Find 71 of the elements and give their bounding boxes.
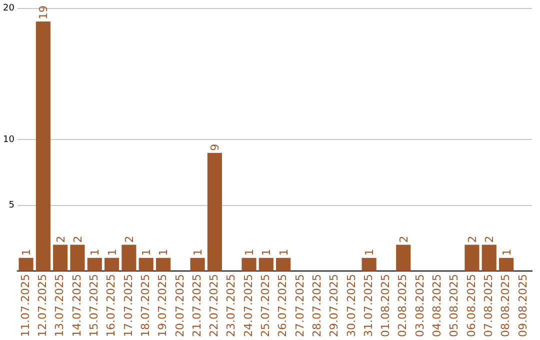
data-label: 2 — [483, 236, 496, 243]
x-tick-label: 17.07.2025 — [122, 274, 135, 338]
data-label: 1 — [88, 248, 102, 256]
x-tick-label: 21.07.2025 — [190, 274, 204, 338]
y-tick-label: 5 — [8, 200, 14, 211]
data-label: 1 — [277, 248, 290, 256]
x-tick-label: 18.07.2025 — [138, 274, 152, 338]
x-tick-label: 16.07.2025 — [104, 274, 118, 338]
x-tick-label: 22.07.2025 — [208, 274, 221, 338]
bar — [104, 258, 120, 272]
data-label: 19 — [37, 6, 50, 20]
x-tick-label: 08.08.2025 — [499, 274, 512, 338]
bar — [242, 258, 256, 272]
x-tick-label: 07.08.2025 — [482, 274, 495, 338]
bar — [207, 152, 222, 272]
y-tick-label: 10 — [3, 135, 15, 146]
bar — [18, 258, 34, 272]
bar — [362, 258, 376, 272]
x-tick-label: 11.07.2025 — [18, 274, 32, 338]
bar — [156, 258, 171, 272]
data-label: 1 — [106, 248, 119, 256]
x-tick-label: 24.07.2025 — [242, 274, 255, 338]
bar — [70, 244, 85, 272]
bar — [87, 258, 102, 272]
bar — [122, 244, 136, 272]
bar — [258, 258, 274, 272]
x-tick-label: 12.07.2025 — [36, 274, 50, 338]
x-tick-label: 03.08.2025 — [413, 274, 426, 338]
bar — [498, 258, 514, 272]
data-label: 2 — [122, 236, 136, 243]
x-tick-label: 06.08.2025 — [464, 274, 478, 338]
x-tick-label: 04.08.2025 — [430, 274, 444, 338]
data-label: 1 — [20, 248, 34, 256]
x-tick-label: 14.07.2025 — [70, 274, 84, 338]
data-label: 2 — [397, 236, 410, 243]
data-label: 2 — [466, 236, 479, 243]
x-tick-label: 13.07.2025 — [53, 274, 66, 338]
x-tick-label: 05.08.2025 — [448, 274, 461, 338]
data-label: 2 — [54, 236, 68, 243]
bar — [482, 244, 496, 272]
data-label: 1 — [243, 248, 256, 256]
data-label: 2 — [71, 236, 84, 243]
x-tick-label: 29.07.2025 — [328, 274, 341, 338]
bar — [276, 258, 291, 272]
data-label: 1 — [260, 248, 274, 256]
x-tick-label: 02.08.2025 — [396, 274, 410, 338]
data-label: 1 — [157, 248, 170, 256]
x-tick-label: 30.07.2025 — [344, 274, 358, 338]
y-tick-label: 20 — [3, 4, 15, 14]
x-tick-label: 01.08.2025 — [379, 274, 392, 338]
x-tick-label: 25.07.2025 — [259, 274, 272, 338]
data-label: 1 — [192, 248, 205, 256]
bar — [36, 22, 50, 272]
bar — [190, 258, 205, 272]
x-tick-label: 20.07.2025 — [173, 274, 186, 338]
bar — [138, 258, 154, 272]
data-label: 1 — [140, 248, 154, 256]
x-tick-label: 19.07.2025 — [156, 274, 170, 338]
data-label: 1 — [500, 248, 514, 256]
data-label: 9 — [208, 144, 222, 151]
bar — [53, 244, 68, 272]
x-tick-label: 15.07.2025 — [87, 274, 100, 338]
bar — [464, 244, 480, 272]
x-tick-label: 26.07.2025 — [276, 274, 290, 338]
x-tick-label: 09.08.2025 — [516, 274, 530, 338]
x-tick-label: 28.07.2025 — [310, 274, 324, 338]
x-tick-label: 27.07.2025 — [293, 274, 306, 338]
data-label: 1 — [363, 248, 376, 256]
x-tick-label: 31.07.2025 — [362, 274, 375, 338]
x-tick-label: 23.07.2025 — [224, 274, 238, 338]
bar — [396, 244, 411, 272]
